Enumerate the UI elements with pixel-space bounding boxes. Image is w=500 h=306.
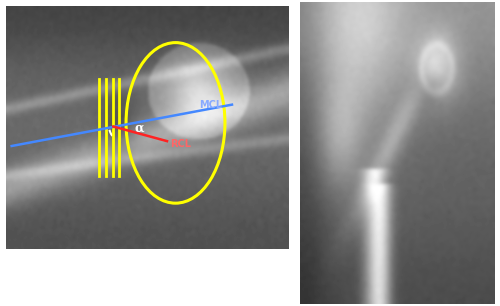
- Text: α: α: [134, 122, 144, 135]
- Text: MCL: MCL: [200, 100, 222, 110]
- Text: RCL: RCL: [170, 139, 191, 149]
